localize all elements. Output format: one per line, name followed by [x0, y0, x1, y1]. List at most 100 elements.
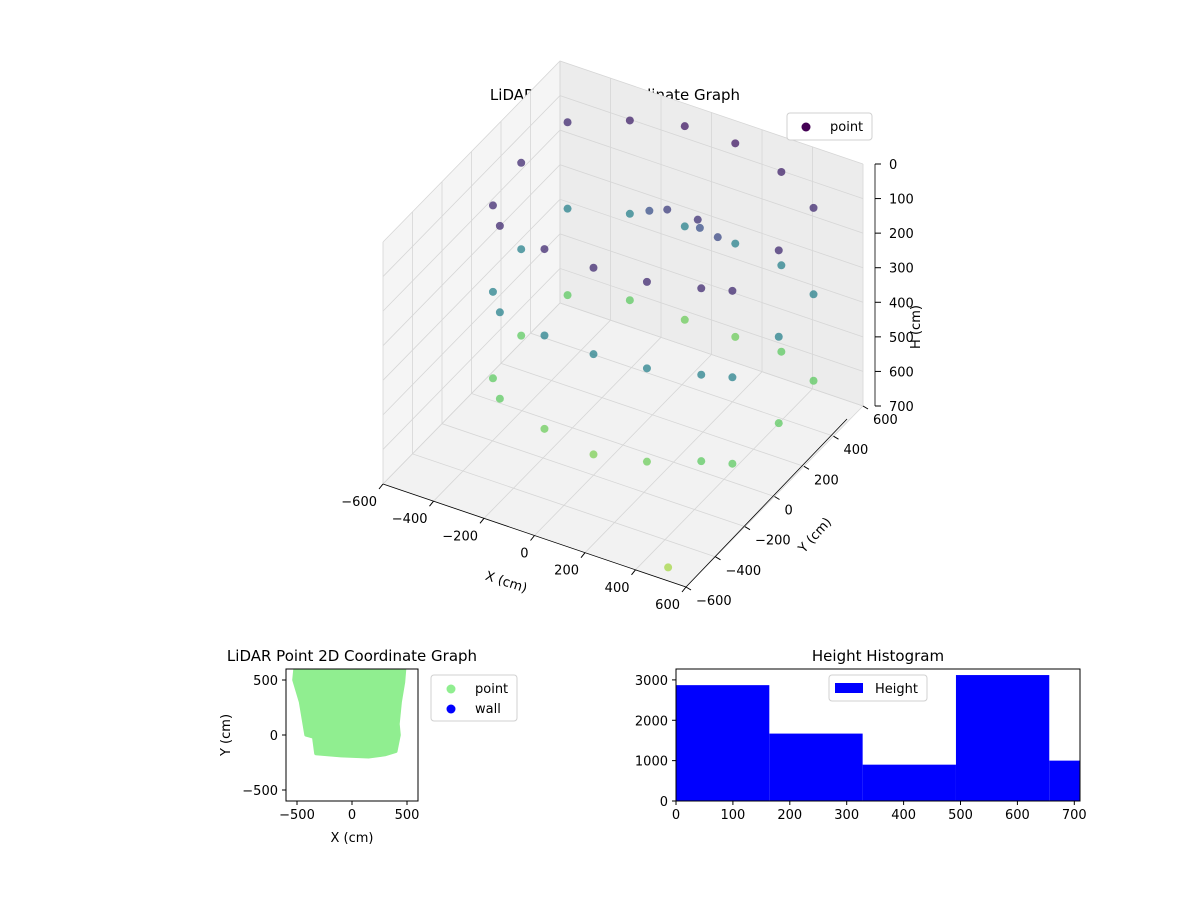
y-tick-label: 1000	[635, 755, 668, 770]
point-marker	[517, 245, 526, 254]
point-marker	[625, 209, 634, 218]
chart-histogram: Height Histogram 0 100 200 300 400 500 600 7000…	[635, 647, 1087, 823]
point-marker	[488, 201, 497, 210]
point-marker	[697, 370, 706, 379]
point-marker	[625, 296, 634, 305]
x-tick-label: 700	[1062, 808, 1087, 823]
chart-2d-legend-marker-wall	[446, 704, 456, 714]
z-tick-label: 100	[889, 193, 914, 208]
x-tick	[378, 483, 384, 490]
x-tick	[681, 586, 687, 593]
point-marker	[589, 263, 598, 272]
grid-z-line	[382, 95, 864, 277]
y-tick-label: 400	[844, 443, 869, 458]
y-tick-label: 2000	[635, 714, 668, 729]
point-marker	[731, 239, 740, 248]
x-tick-label: −400	[392, 512, 428, 527]
histogram-bar	[862, 764, 956, 801]
z-tick-label: 700	[889, 400, 914, 415]
y-tick-label: −200	[755, 534, 791, 549]
point-marker	[540, 245, 549, 254]
histogram-bar	[1049, 760, 1080, 801]
chart-3d-xlabel: X (cm)	[483, 569, 529, 597]
point-marker	[488, 374, 497, 383]
histogram-frame	[675, 668, 1081, 802]
point-marker	[695, 223, 704, 232]
x-tick-label: 0	[348, 808, 356, 823]
histogram-bar	[769, 733, 863, 801]
chart-2d-plot	[292, 669, 407, 759]
x-tick	[479, 518, 485, 524]
x-tick-label: 400	[891, 808, 916, 823]
x-tick-label: 100	[720, 808, 745, 823]
y-tick-label: 0	[785, 504, 793, 519]
point-marker	[809, 203, 818, 212]
point-marker	[680, 122, 689, 131]
chart-3d-legend-marker	[801, 122, 811, 132]
point-marker	[777, 347, 786, 356]
point-marker	[495, 221, 504, 230]
point-marker	[680, 315, 689, 324]
chart-2d-legend-marker-point	[446, 684, 456, 694]
x-tick-label: −200	[442, 529, 478, 544]
z-tick-label: 400	[889, 296, 914, 311]
x-tick-label: 400	[605, 581, 630, 596]
x-tick-label: 500	[948, 808, 973, 823]
point-marker	[809, 376, 818, 385]
z-tick-label: 300	[889, 262, 914, 277]
chart-2d-ticks: −500 0 500 −500 0 500	[242, 674, 419, 823]
y-tick-label: 500	[253, 674, 278, 689]
y-tick	[744, 526, 751, 531]
z-tick-label: 0	[889, 158, 897, 173]
histogram-bar	[955, 675, 1050, 801]
y-tick	[803, 465, 810, 470]
point-marker	[563, 118, 572, 127]
histogram-ticks: 0 100 200 300 400 500 600 700 0 1000 2000 3000	[635, 674, 1087, 823]
point-marker	[728, 286, 737, 295]
point-marker	[540, 424, 549, 433]
chart-3d-zlabel: H (cm)	[909, 305, 924, 349]
y-tick	[774, 496, 780, 500]
chart-3d-legend-box	[786, 112, 873, 141]
y-tick-label: −600	[696, 594, 732, 609]
point-marker	[488, 287, 497, 296]
point-marker	[664, 563, 673, 572]
y-axis-line	[685, 418, 848, 588]
point-marker	[697, 457, 706, 466]
point-marker	[777, 167, 786, 176]
x-tick-label: −500	[279, 808, 315, 823]
point-marker	[680, 222, 689, 231]
point-marker	[809, 290, 818, 299]
y-tick-label: −500	[242, 784, 278, 799]
chart-2d: LiDAR Point 2D Coordinate Graph −500 0 500…	[219, 647, 518, 846]
x-tick-label: 500	[395, 808, 420, 823]
point-marker	[517, 158, 526, 167]
point-marker	[693, 215, 702, 224]
z-tick-label: 600	[889, 365, 914, 380]
point-marker	[777, 261, 786, 270]
y-tick-label: 0	[660, 795, 668, 810]
x-tick-label: 600	[1005, 808, 1030, 823]
histogram-legend: Height	[828, 674, 928, 702]
point-marker	[563, 204, 572, 213]
histogram-bar	[676, 685, 770, 801]
grid-z-line	[382, 164, 864, 346]
point-marker	[589, 350, 598, 359]
grid-z-line	[382, 267, 864, 450]
x-tick-label: 200	[777, 808, 802, 823]
grid-z-line	[382, 198, 864, 381]
histogram-legend-swatch	[835, 683, 863, 693]
x-tick	[580, 552, 586, 558]
point-marker	[625, 116, 634, 125]
chart-2d-xlabel: X (cm)	[331, 831, 374, 846]
z-tick-label: 200	[889, 227, 914, 242]
x-tick-label: 600	[655, 598, 680, 613]
point-marker	[731, 139, 740, 148]
z-tick-label: 500	[889, 331, 914, 346]
point-marker	[774, 419, 783, 428]
chart-2d-frame	[285, 668, 419, 802]
point-marker	[642, 277, 651, 286]
point-marker	[517, 331, 526, 340]
x-tick	[429, 500, 434, 507]
